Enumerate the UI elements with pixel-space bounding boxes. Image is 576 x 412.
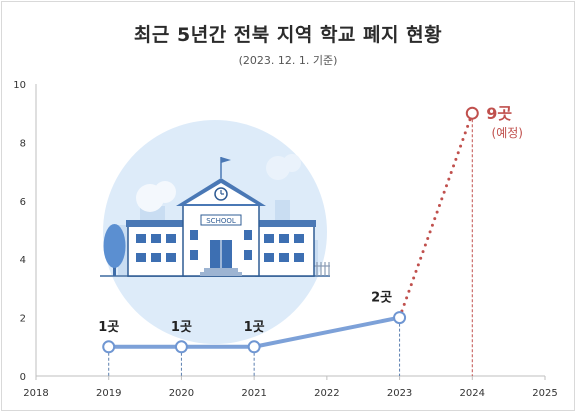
data-value-label: 1곳 (98, 320, 119, 335)
forecast-value-label: 9곳 (486, 104, 512, 123)
data-point (247, 340, 261, 354)
y-tick-label: 10 (13, 80, 26, 91)
data-point (102, 340, 116, 354)
school-sign-text: SCHOOL (206, 217, 236, 225)
data-value-label: 1곳 (244, 320, 265, 335)
x-tick-label: 2018 (23, 388, 48, 399)
chart-title: 최근 5년간 전북 지역 학교 폐지 현황 (133, 24, 443, 46)
guide-lines (108, 119, 473, 376)
data-value-label: 2곳 (371, 291, 392, 306)
series-layer (102, 106, 479, 354)
y-tick-label: 6 (20, 197, 26, 208)
data-value-label: 1곳 (171, 320, 192, 335)
x-tick-label: 2023 (387, 388, 412, 399)
x-tick-label: 2020 (169, 388, 194, 399)
x-tick-label: 2025 (532, 388, 557, 399)
data-point (393, 311, 407, 325)
forecast-point (465, 106, 479, 120)
chart-subtitle: (2023. 12. 1. 기준) (238, 54, 338, 67)
series-line-actual (106, 315, 402, 349)
data-labels: 1곳 1곳 1곳 2곳 9곳 (예정) (98, 104, 523, 335)
x-tick-label: 2021 (241, 388, 266, 399)
y-tick-label: 2 (20, 314, 26, 325)
x-tick-label: 2019 (96, 388, 121, 399)
x-tick-label: 2022 (314, 388, 339, 399)
school-illustration: SCHOOL (100, 120, 330, 344)
axes: 0 2 4 6 8 10 2018 2019 2020 2021 2022 2023 2024 2025 (13, 80, 557, 399)
data-point (174, 340, 188, 354)
forecast-note-label: (예정) (492, 126, 523, 140)
y-tick-label: 8 (20, 138, 26, 149)
y-tick-label: 0 (20, 372, 26, 383)
series-line-forecast (398, 111, 474, 320)
x-tick-label: 2024 (460, 388, 485, 399)
y-tick-label: 4 (20, 255, 26, 266)
